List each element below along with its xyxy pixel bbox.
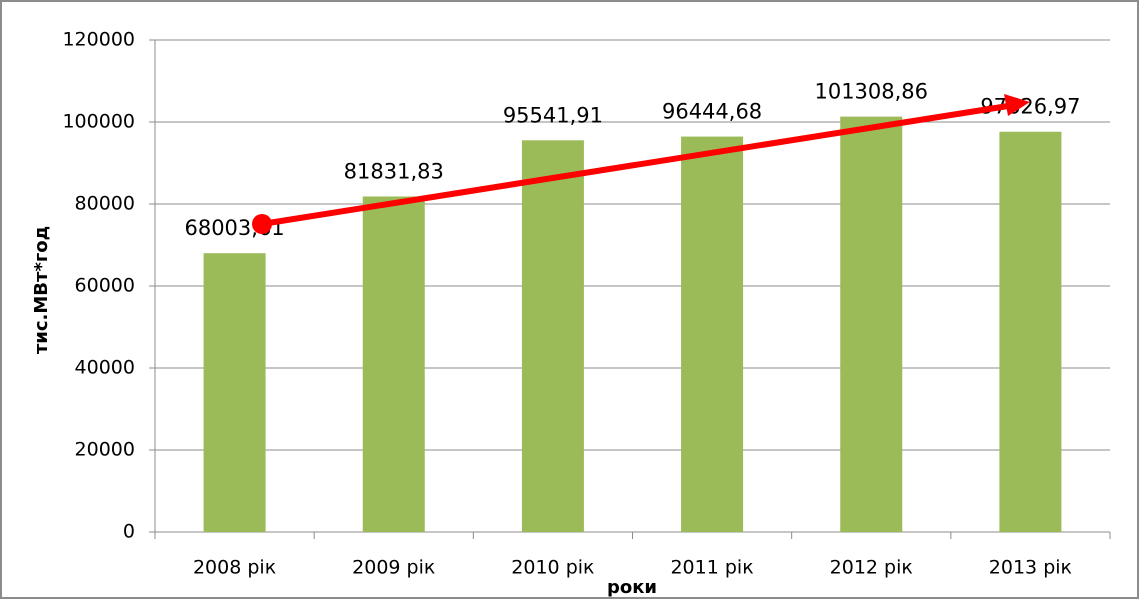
y-tick-label: 120000 <box>62 29 135 51</box>
x-tick-label: 2008 рік <box>193 557 276 579</box>
arrow-head <box>1004 94 1030 116</box>
y-tick-label: 60000 <box>75 275 135 297</box>
data-label: 96444,68 <box>662 100 762 124</box>
data-label: 101308,86 <box>814 80 928 104</box>
bar <box>362 196 425 532</box>
x-tick-label: 2013 рік <box>989 557 1072 579</box>
y-tick-label: 80000 <box>75 193 135 215</box>
bar <box>999 131 1062 532</box>
x-axis-label: роки <box>607 577 657 598</box>
data-label: 95541,91 <box>503 103 603 127</box>
x-tick-label: 2009 рік <box>352 557 435 579</box>
y-tick-label: 40000 <box>75 357 135 379</box>
x-tick-label: 2011 рік <box>670 557 753 579</box>
bar <box>203 253 266 533</box>
data-label: 81831,83 <box>344 159 444 183</box>
y-tick-label: 0 <box>123 521 135 543</box>
bar <box>521 140 584 532</box>
bar <box>681 136 744 532</box>
bar <box>840 116 903 533</box>
x-tick-label: 2010 рік <box>511 557 594 579</box>
arrow-start <box>252 214 272 234</box>
plot-area: 0 20000 40000 60000 80000 100000 120000 2008 рі… <box>62 29 1111 579</box>
x-tick-label: 2012 рік <box>830 557 913 579</box>
y-tick-label: 100000 <box>62 111 135 133</box>
y-tick-label: 20000 <box>75 439 135 461</box>
trend-arrow <box>252 94 1030 234</box>
y-axis-label: тис.МВт*год <box>31 226 52 354</box>
trend-line <box>261 103 1009 227</box>
